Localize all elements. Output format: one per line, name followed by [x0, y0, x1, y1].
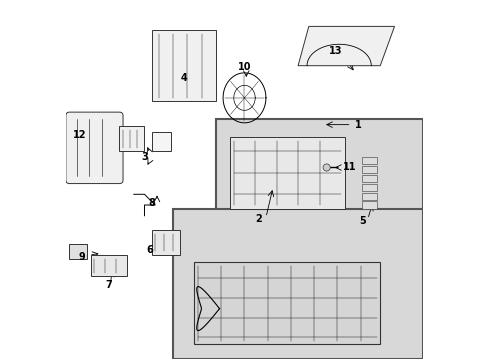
- Text: 9: 9: [79, 252, 85, 262]
- Polygon shape: [230, 137, 344, 208]
- Text: 2: 2: [255, 214, 262, 224]
- Text: 12: 12: [73, 130, 86, 140]
- Polygon shape: [194, 262, 380, 344]
- Text: 5: 5: [358, 216, 365, 226]
- Text: 1: 1: [355, 120, 362, 130]
- Bar: [362, 175, 376, 182]
- Circle shape: [323, 164, 329, 171]
- Text: 10: 10: [237, 63, 251, 72]
- Text: 8: 8: [148, 198, 155, 208]
- Bar: [151, 230, 180, 255]
- Bar: [151, 132, 171, 152]
- Bar: [362, 193, 376, 200]
- Bar: [362, 202, 376, 208]
- Text: 7: 7: [105, 280, 112, 291]
- FancyBboxPatch shape: [66, 112, 123, 184]
- Text: 4: 4: [180, 73, 187, 83]
- FancyBboxPatch shape: [173, 208, 422, 359]
- Polygon shape: [298, 26, 394, 66]
- Text: 6: 6: [146, 245, 153, 255]
- FancyBboxPatch shape: [216, 119, 422, 316]
- Bar: [91, 255, 126, 276]
- Bar: [69, 244, 87, 258]
- Bar: [362, 166, 376, 173]
- Polygon shape: [151, 30, 216, 102]
- Bar: [119, 126, 144, 152]
- Text: 3: 3: [141, 152, 147, 162]
- Text: 11: 11: [343, 162, 356, 172]
- Bar: [362, 157, 376, 164]
- Bar: [362, 184, 376, 191]
- Text: 13: 13: [328, 46, 342, 57]
